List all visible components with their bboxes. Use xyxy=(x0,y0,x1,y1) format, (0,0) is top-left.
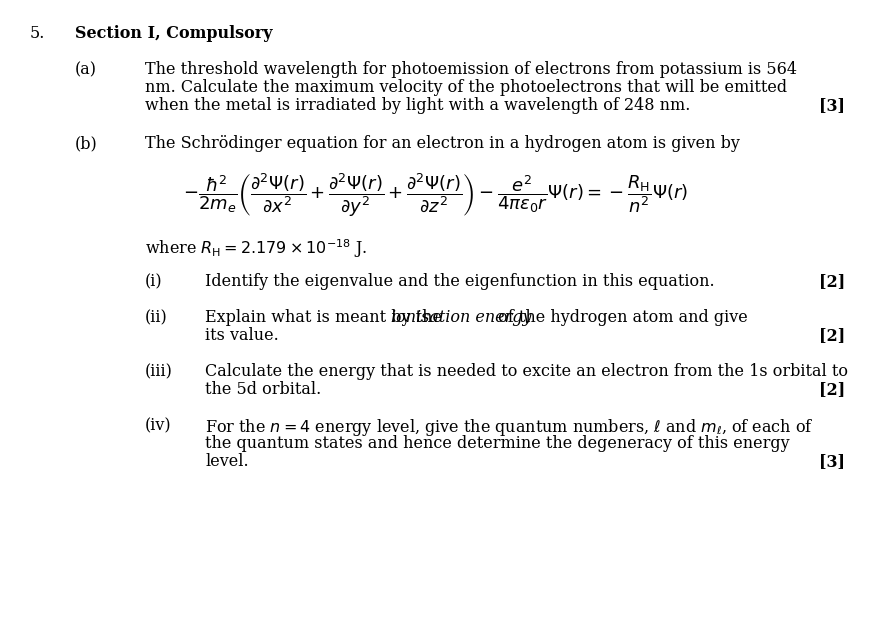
Text: Explain what is meant by the: Explain what is meant by the xyxy=(205,309,447,326)
Text: Identify the eigenvalue and the eigenfunction in this equation.: Identify the eigenvalue and the eigenfun… xyxy=(205,273,715,290)
Text: 5.: 5. xyxy=(30,25,45,42)
Text: ionisation energy: ionisation energy xyxy=(390,309,531,326)
Text: Section I, Compulsory: Section I, Compulsory xyxy=(75,25,272,42)
Text: [3]: [3] xyxy=(819,97,845,114)
Text: (a): (a) xyxy=(75,61,97,78)
Text: when the metal is irradiated by light with a wavelength of 248 nm.: when the metal is irradiated by light wi… xyxy=(145,97,691,114)
Text: (ii): (ii) xyxy=(145,309,168,326)
Text: nm. Calculate the maximum velocity of the photoelectrons that will be emitted: nm. Calculate the maximum velocity of th… xyxy=(145,79,787,96)
Text: [2]: [2] xyxy=(819,327,845,344)
Text: The threshold wavelength for photoemission of electrons from potassium is 564: The threshold wavelength for photoemissi… xyxy=(145,61,797,78)
Text: $-\dfrac{\hbar^2}{2m_e}\left(\dfrac{\partial^2\Psi(r)}{\partial x^2}+\dfrac{\par: $-\dfrac{\hbar^2}{2m_e}\left(\dfrac{\par… xyxy=(183,171,689,219)
Text: level.: level. xyxy=(205,453,249,470)
Text: For the $n = 4$ energy level, give the quantum numbers, $\ell$ and $m_\ell$, of : For the $n = 4$ energy level, give the q… xyxy=(205,417,814,438)
Text: where $R_\mathrm{H} = 2.179 \times 10^{-18}$ J.: where $R_\mathrm{H} = 2.179 \times 10^{-… xyxy=(145,237,368,260)
Text: The Schrödinger equation for an electron in a hydrogen atom is given by: The Schrödinger equation for an electron… xyxy=(145,135,740,152)
Text: Calculate the energy that is needed to excite an electron from the 1s orbital to: Calculate the energy that is needed to e… xyxy=(205,363,848,380)
Text: [2]: [2] xyxy=(819,273,845,290)
Text: of the hydrogen atom and give: of the hydrogen atom and give xyxy=(492,309,747,326)
Text: (iv): (iv) xyxy=(145,417,172,434)
Text: (iii): (iii) xyxy=(145,363,173,380)
Text: [3]: [3] xyxy=(819,453,845,470)
Text: [2]: [2] xyxy=(819,381,845,398)
Text: its value.: its value. xyxy=(205,327,278,344)
Text: (i): (i) xyxy=(145,273,162,290)
Text: the 5d orbital.: the 5d orbital. xyxy=(205,381,321,398)
Text: (b): (b) xyxy=(75,135,98,152)
Text: the quantum states and hence determine the degeneracy of this energy: the quantum states and hence determine t… xyxy=(205,435,789,452)
